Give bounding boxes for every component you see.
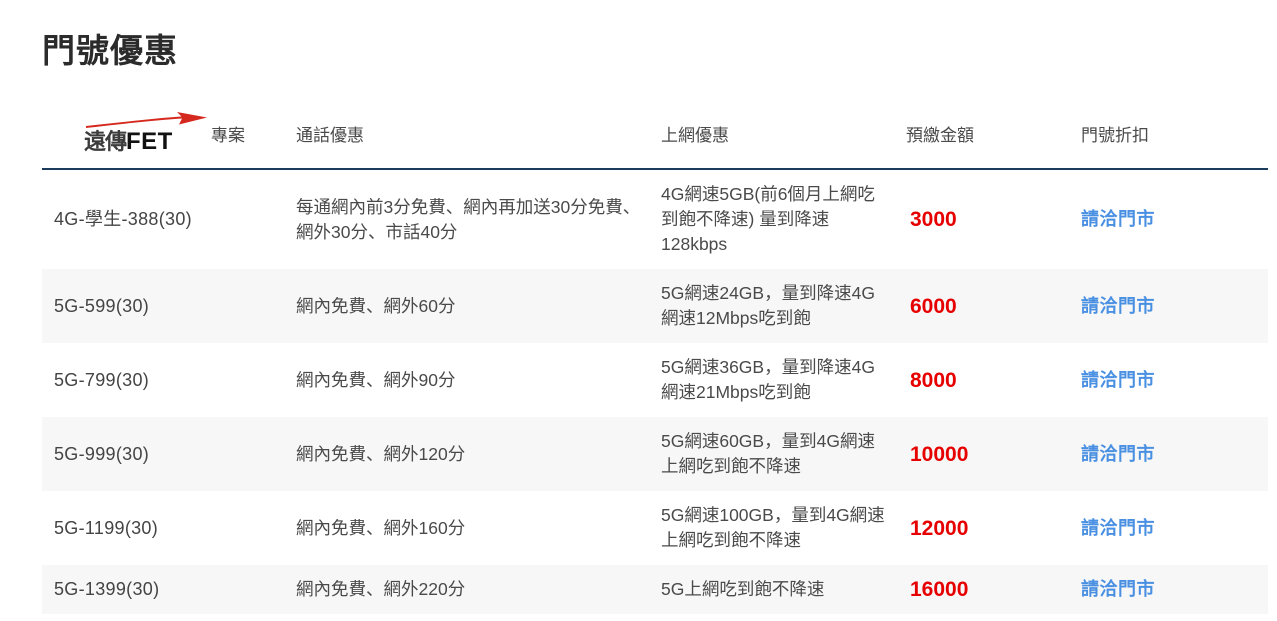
- logo-arrow-icon: [86, 112, 207, 128]
- data-offer-text: 5G上網吃到飽不降速: [661, 579, 825, 599]
- column-header-data-offer: 上網優惠: [655, 104, 900, 170]
- project-cell: [205, 343, 290, 417]
- column-header-prepay: 預繳金額: [900, 104, 1075, 170]
- plan-name: 4G-學生-388(30): [54, 209, 192, 229]
- offers-table-body: 4G-學生-388(30) 每通網內前3分免費、網內再加送30分免費、網外30分…: [42, 169, 1268, 614]
- logo-text-zh: 遠傳: [84, 129, 127, 154]
- discount-cell: 請洽門市: [1075, 343, 1268, 417]
- data-offer-text: 5G網速100GB，量到4G網速上網吃到飽不降速: [661, 505, 885, 550]
- call-offer-text: 網內免費、網外90分: [296, 369, 456, 390]
- prepay-amount: 12000: [910, 516, 969, 540]
- discount-cell: 請洽門市: [1075, 491, 1268, 565]
- table-header-row: 遠傳FET 專案 通話優惠 上網優惠 預繳金額 門號折扣: [42, 104, 1268, 170]
- page-title: 門號優惠: [42, 32, 178, 69]
- column-header-project: 專案: [205, 104, 290, 170]
- contact-store-link[interactable]: 請洽門市: [1081, 579, 1155, 599]
- table-row: 5G-799(30) 網內免費、網外90分 5G網速36GB，量到降速4G網速2…: [42, 343, 1268, 417]
- logo-text-en: FET: [126, 128, 173, 155]
- column-header-call-offer: 通話優惠: [290, 104, 655, 170]
- data-offer-text: 5G網速60GB，量到4G網速上網吃到飽不降速: [661, 431, 875, 476]
- fet-logo: 遠傳FET: [48, 112, 208, 154]
- contact-store-link[interactable]: 請洽門市: [1081, 517, 1155, 538]
- table-row: 5G-1199(30) 網內免費、網外160分 5G網速100GB，量到4G網速…: [42, 491, 1268, 565]
- contact-store-link[interactable]: 請洽門市: [1081, 209, 1155, 229]
- contact-store-link[interactable]: 請洽門市: [1081, 295, 1155, 316]
- contact-store-link[interactable]: 請洽門市: [1081, 443, 1155, 464]
- column-header-brand: 遠傳FET: [42, 104, 208, 170]
- call-offer-text: 網內免費、網外120分: [296, 443, 466, 464]
- logo-text: 遠傳FET: [84, 130, 173, 154]
- prepay-amount: 8000: [910, 368, 957, 392]
- column-header-discount: 門號折扣: [1075, 104, 1268, 170]
- plan-name: 5G-799(30): [54, 369, 150, 390]
- prepay-amount: 16000: [910, 578, 969, 601]
- plan-name: 5G-599(30): [54, 295, 150, 316]
- call-offer-text: 每通網內前3分免費、網內再加送30分免費、網外30分、市話40分: [296, 196, 641, 242]
- discount-cell: 請洽門市: [1075, 269, 1268, 343]
- call-offer-text: 網內免費、網外60分: [296, 295, 456, 316]
- discount-cell: 請洽門市: [1075, 417, 1268, 491]
- discount-cell: 請洽門市: [1075, 169, 1268, 269]
- table-row: 4G-學生-388(30) 每通網內前3分免費、網內再加送30分免費、網外30分…: [42, 169, 1268, 269]
- project-cell: [205, 565, 290, 614]
- data-offer-text: 4G網速5GB(前6個月上網吃到飽不降速) 量到降速128kbps: [661, 184, 875, 254]
- data-offer-text: 5G網速24GB，量到降速4G網速12Mbps吃到飽: [661, 283, 875, 328]
- offers-table-head: 遠傳FET 專案 通話優惠 上網優惠 預繳金額 門號折扣: [42, 104, 1268, 170]
- call-offer-text: 網內免費、網外220分: [296, 579, 466, 599]
- project-cell: [205, 169, 290, 269]
- project-cell: [205, 491, 290, 565]
- plan-name: 5G-1199(30): [54, 517, 159, 538]
- project-cell: [205, 269, 290, 343]
- data-offer-text: 5G網速36GB，量到降速4G網速21Mbps吃到飽: [661, 357, 875, 402]
- offers-table: 遠傳FET 專案 通話優惠 上網優惠 預繳金額 門號折扣 4G-學生-388(3…: [42, 104, 1268, 614]
- contact-store-link[interactable]: 請洽門市: [1081, 369, 1155, 390]
- discount-cell: 請洽門市: [1075, 565, 1268, 614]
- table-row: 5G-599(30) 網內免費、網外60分 5G網速24GB，量到降速4G網速1…: [42, 269, 1268, 343]
- plan-name: 5G-999(30): [54, 443, 150, 464]
- plan-name: 5G-1399(30): [54, 579, 160, 599]
- table-row: 5G-999(30) 網內免費、網外120分 5G網速60GB，量到4G網速上網…: [42, 417, 1268, 491]
- prepay-amount: 10000: [910, 442, 969, 466]
- project-cell: [205, 417, 290, 491]
- prepay-amount: 6000: [910, 294, 957, 318]
- table-row: 5G-1399(30) 網內免費、網外220分 5G上網吃到飽不降速 16000…: [42, 565, 1268, 614]
- call-offer-text: 網內免費、網外160分: [296, 517, 466, 538]
- prepay-amount: 3000: [910, 208, 957, 231]
